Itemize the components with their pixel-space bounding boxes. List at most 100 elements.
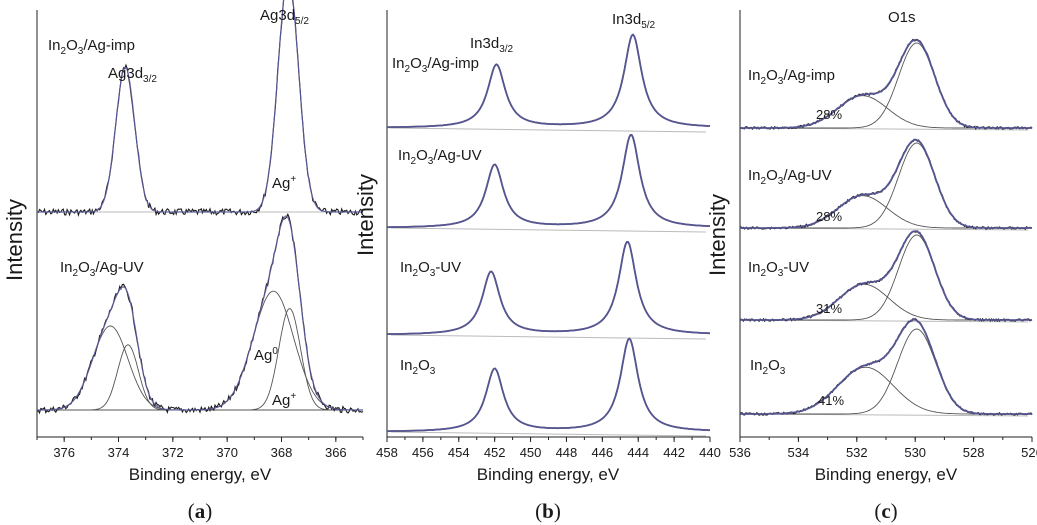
component-peak <box>37 290 363 411</box>
series-In2O3/Ag-imp <box>387 33 711 133</box>
background-line <box>390 127 707 133</box>
panel-c-peak-o1s: O1s <box>888 9 916 26</box>
panel-c-percent-in2o3: 41% <box>818 393 844 408</box>
component-peak <box>740 283 1032 321</box>
x-tick-label: 376 <box>53 445 75 460</box>
caption-a: (a) <box>188 499 213 523</box>
panel-a-ag-plus-bottom: Ag+ <box>272 391 296 409</box>
x-tick-label: 370 <box>216 445 238 460</box>
measured-spectrum <box>387 33 711 128</box>
background-line <box>390 227 707 233</box>
series-In2O3 <box>387 337 710 437</box>
component-peak <box>740 234 1032 321</box>
x-tick-label: 454 <box>448 445 470 460</box>
panel-a-x-ticks: 376 374 372 370 368 366 <box>36 437 364 460</box>
panel-c-label-ag-imp: In2O3/Ag-imp <box>748 67 835 87</box>
x-tick-label: 374 <box>108 445 130 460</box>
x-tick-label: 368 <box>271 445 293 460</box>
panel-b: Intensity 458 456 454 452 450 448 446 444 442 440… <box>353 10 721 484</box>
panel-b-xlabel: Binding energy, eV <box>477 465 620 484</box>
component-peak <box>740 95 1032 129</box>
panel-a-ag-plus-top: Ag+ <box>272 174 296 192</box>
panel-a-label-ag-uv: In2O3/Ag-UV <box>60 259 144 279</box>
series-In2O3/Ag-UV <box>739 138 1033 231</box>
panel-a-ag-zero: Ag0 <box>254 346 278 364</box>
panel-b-label-ag-imp: In2O3/Ag-imp <box>392 55 479 75</box>
panel-b-peak-in3d32: In3d3/2 <box>470 35 514 55</box>
fit-envelope <box>740 318 1032 415</box>
panel-b-curves <box>387 33 711 437</box>
series-In2O3 <box>739 318 1033 417</box>
x-tick-label: 458 <box>376 445 398 460</box>
panel-c-percent-ag-uv: 28% <box>816 209 842 224</box>
caption-c: (c) <box>874 499 897 523</box>
x-tick-label: 528 <box>963 445 985 460</box>
x-tick-label: 442 <box>663 445 685 460</box>
panel-b-label-ag-uv: In2O3/Ag-UV <box>398 147 482 167</box>
panel-a: Intensity 376 374 372 370 368 366 Binding ene… <box>2 0 364 484</box>
background-line <box>390 334 707 340</box>
measured-spectrum <box>36 0 364 218</box>
component-peak <box>37 308 363 411</box>
measured-spectrum <box>387 337 710 432</box>
background-line <box>390 431 707 437</box>
panel-c-label-ag-uv: In2O3/Ag-UV <box>748 167 832 187</box>
x-tick-label: 452 <box>484 445 506 460</box>
fit-envelope <box>37 0 363 213</box>
panel-c-xlabel: Binding energy, eV <box>815 465 958 484</box>
panel-c-percent-ag-imp: 28% <box>816 107 842 122</box>
measured-spectrum <box>36 212 364 415</box>
x-tick-label: 534 <box>788 445 810 460</box>
fit-envelope <box>740 230 1032 321</box>
component-peak <box>740 42 1032 129</box>
panel-a-ylabel: Intensity <box>2 199 27 281</box>
panel-b-label-uv: In2O3-UV <box>400 259 461 279</box>
x-tick-label: 450 <box>520 445 542 460</box>
fit-envelope <box>740 38 1032 129</box>
series-In2O3/Ag-imp <box>739 38 1033 131</box>
panel-a-peak-ag3d52: Ag3d5/2 <box>260 7 309 27</box>
panel-c-ylabel: Intensity <box>705 194 730 276</box>
fit-envelope <box>740 138 1032 229</box>
x-tick-label: 526 <box>1021 445 1037 460</box>
panel-c-label-in2o3: In2O3 <box>750 357 786 377</box>
panel-c: Intensity 536 534 532 530 528 526 Binding ene… <box>705 9 1037 484</box>
series-In2O3/Ag-UV <box>387 133 710 233</box>
x-tick-label: 530 <box>904 445 926 460</box>
panel-a-peak-ag3d32: Ag3d3/2 <box>108 65 157 85</box>
x-tick-label: 444 <box>627 445 649 460</box>
x-tick-label: 456 <box>412 445 434 460</box>
x-tick-label: 448 <box>556 445 578 460</box>
series-In2O3/Ag-UV <box>36 212 364 415</box>
caption-b: (b) <box>535 499 561 523</box>
panel-c-label-uv: In2O3-UV <box>748 259 809 279</box>
fit-envelope <box>387 133 710 229</box>
measured-spectrum <box>387 241 711 335</box>
panel-c-curves <box>739 38 1033 417</box>
panel-b-ylabel: Intensity <box>353 174 378 256</box>
panel-a-label-ag-imp: In2O3/Ag-imp <box>48 37 135 57</box>
series-In2O3/Ag-imp <box>36 0 364 218</box>
measured-spectrum <box>739 38 1033 131</box>
series-In2O3-UV <box>739 230 1033 323</box>
panel-b-label-in2o3: In2O3 <box>400 357 436 377</box>
panel-c-x-ticks: 536 534 532 530 528 526 <box>729 437 1037 460</box>
x-tick-label: 440 <box>699 445 721 460</box>
fit-envelope <box>387 337 710 433</box>
fit-envelope <box>37 215 363 411</box>
x-tick-label: 532 <box>846 445 868 460</box>
x-tick-label: 366 <box>325 445 347 460</box>
component-peak <box>740 195 1032 229</box>
fit-envelope <box>387 240 711 335</box>
x-tick-label: 372 <box>162 445 184 460</box>
x-tick-label: 536 <box>729 445 751 460</box>
panel-b-x-ticks: 458 456 454 452 450 448 446 444 442 440 <box>376 437 721 460</box>
x-tick-label: 446 <box>591 445 613 460</box>
series-In2O3-UV <box>387 240 711 340</box>
component-peak <box>37 325 363 411</box>
panel-c-percent-uv: 31% <box>816 301 842 316</box>
fit-envelope <box>387 33 711 129</box>
component-peak <box>740 142 1032 229</box>
panel-a-curves <box>36 0 364 415</box>
